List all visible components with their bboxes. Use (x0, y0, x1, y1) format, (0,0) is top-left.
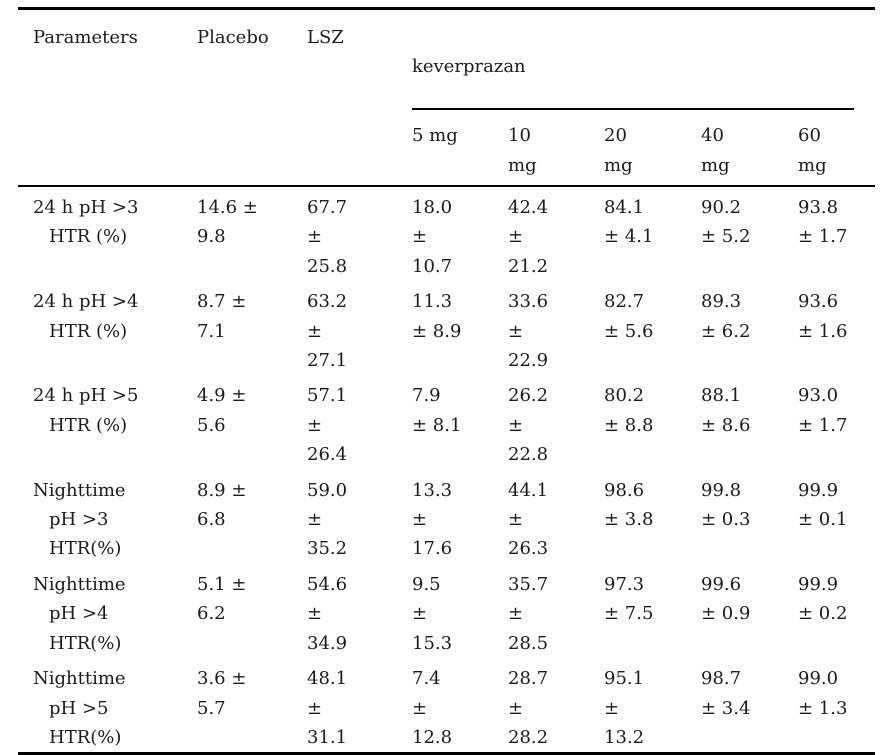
header-placebo: Placebo (197, 8, 307, 187)
value-cell-placebo: 3.6 ± 5.7 (197, 668, 247, 719)
table-row-night-ph4: Nighttime pH >4 HTR(%) 5.1 ± 6.2 54.6 ± … (18, 564, 875, 658)
value-cell-placebo: 14.6 ± 9.8 (197, 197, 258, 248)
value-cell-lsz: 48.1 ± 31.1 (307, 668, 348, 748)
value-cell-10mg: 42.4 ± 21.2 (508, 197, 549, 277)
parameter-cell: Nighttime pH >3 HTR(%) (33, 479, 126, 560)
value-cell-5mg: 18.0 ± 10.7 (412, 197, 453, 277)
value-cell-10mg: 26.2 ± 22.8 (508, 385, 549, 466)
value-cell-placebo: 8.7 ± 7.1 (197, 291, 247, 342)
value-cell-20mg: 98.6 ± 3.8 (604, 479, 654, 531)
header-group-keverprazan: keverprazan (412, 9, 875, 110)
value-cell-5mg: 7.4 ± 12.8 (412, 668, 453, 748)
keverprazan-group-label: keverprazan (412, 56, 526, 77)
value-cell-5mg: 9.5 ± 15.3 (412, 573, 453, 654)
value-cell-40mg: 99.6 ± 0.9 (701, 573, 751, 625)
value-cell-40mg: 99.8 ± 0.3 (701, 479, 751, 531)
value-cell-20mg: 80.2 ± 8.8 (604, 385, 654, 436)
value-cell-20mg: 82.7 ± 5.6 (604, 291, 654, 342)
results-table: Parameters Placebo LSZ keverprazan 5 mg … (18, 7, 876, 755)
value-cell-60mg: 93.0 ± 1.7 (798, 385, 848, 436)
value-cell-40mg: 88.1 ± 8.6 (701, 385, 751, 436)
header-dose-40mg: 40 mg (701, 110, 798, 187)
value-cell-lsz: 57.1 ± 26.4 (307, 385, 348, 466)
table-row-night-ph3: Nighttime pH >3 HTR(%) 8.9 ± 6.8 59.0 ± … (18, 470, 875, 564)
header-row-main: Parameters Placebo LSZ keverprazan (18, 8, 875, 187)
value-cell-placebo: 5.1 ± 6.2 (197, 573, 247, 625)
value-cell-10mg: 35.7 ± 28.5 (508, 573, 549, 654)
header-parameters: Parameters (18, 8, 197, 187)
value-cell-10mg: 33.6 ± 22.9 (508, 291, 549, 372)
table-row-24h-ph3: 24 h pH >3 HTR (%) 14.6 ± 9.8 67.7 ± 25.… (18, 186, 875, 281)
table-body: 24 h pH >3 HTR (%) 14.6 ± 9.8 67.7 ± 25.… (18, 186, 875, 754)
table-row-24h-ph4: 24 h pH >4 HTR (%) 8.7 ± 7.1 63.2 ± 27.1… (18, 281, 875, 375)
parameter-cell: 24 h pH >5 HTR (%) (33, 385, 139, 436)
keverprazan-group-underline-rule (412, 108, 855, 110)
value-cell-placebo: 4.9 ± 5.6 (197, 385, 247, 436)
value-cell-40mg: 90.2 ± 5.2 (701, 197, 751, 248)
value-cell-40mg: 89.3 ± 6.2 (701, 291, 751, 342)
header-dose-60mg: 60 mg (798, 110, 876, 187)
value-cell-5mg: 11.3 ± 8.9 (412, 291, 462, 342)
value-cell-20mg: 84.1 ± 4.1 (604, 197, 654, 248)
header-row-doses: 5 mg 10 mg 20 mg 40 mg 60 mg (18, 110, 876, 187)
table-row-24h-ph5: 24 h pH >5 HTR (%) 4.9 ± 5.6 57.1 ± 26.4… (18, 375, 875, 469)
header-dose-20mg: 20 mg (604, 110, 701, 187)
value-cell-5mg: 7.9 ± 8.1 (412, 385, 462, 436)
value-cell-5mg: 13.3 ± 17.6 (412, 479, 453, 560)
table-row-night-ph5: Nighttime pH >5 HTR(%) 3.6 ± 5.7 48.1 ± … (18, 658, 875, 754)
value-cell-60mg: 93.8 ± 1.7 (798, 197, 848, 248)
value-cell-10mg: 28.7 ± 28.2 (508, 668, 549, 748)
parameter-cell: Nighttime pH >5 HTR(%) (33, 668, 126, 748)
value-cell-lsz: 54.6 ± 34.9 (307, 573, 348, 654)
parameter-cell: Nighttime pH >4 HTR(%) (33, 573, 126, 654)
value-cell-20mg: 97.3 ± 7.5 (604, 573, 654, 625)
header-dose-10mg: 10 mg (508, 110, 604, 187)
value-cell-60mg: 99.9 ± 0.2 (798, 573, 848, 625)
value-cell-40mg: 98.7 ± 3.4 (701, 668, 751, 719)
header-lsz: LSZ (307, 8, 412, 187)
value-cell-60mg: 99.0 ± 1.3 (798, 668, 848, 719)
value-cell-placebo: 8.9 ± 6.8 (197, 479, 247, 531)
value-cell-lsz: 63.2 ± 27.1 (307, 291, 348, 372)
value-cell-lsz: 67.7 ± 25.8 (307, 197, 348, 277)
parameter-cell: 24 h pH >4 HTR (%) (33, 291, 139, 342)
parameter-cell: 24 h pH >3 HTR (%) (33, 197, 139, 248)
value-cell-60mg: 93.6 ± 1.6 (798, 291, 848, 342)
value-cell-20mg: 95.1 ± 13.2 (604, 668, 645, 748)
value-cell-lsz: 59.0 ± 35.2 (307, 479, 348, 560)
value-cell-10mg: 44.1 ± 26.3 (508, 479, 549, 560)
table-header: Parameters Placebo LSZ keverprazan 5 mg … (18, 8, 876, 187)
value-cell-60mg: 99.9 ± 0.1 (798, 479, 848, 531)
header-dose-5mg: 5 mg (412, 110, 508, 187)
